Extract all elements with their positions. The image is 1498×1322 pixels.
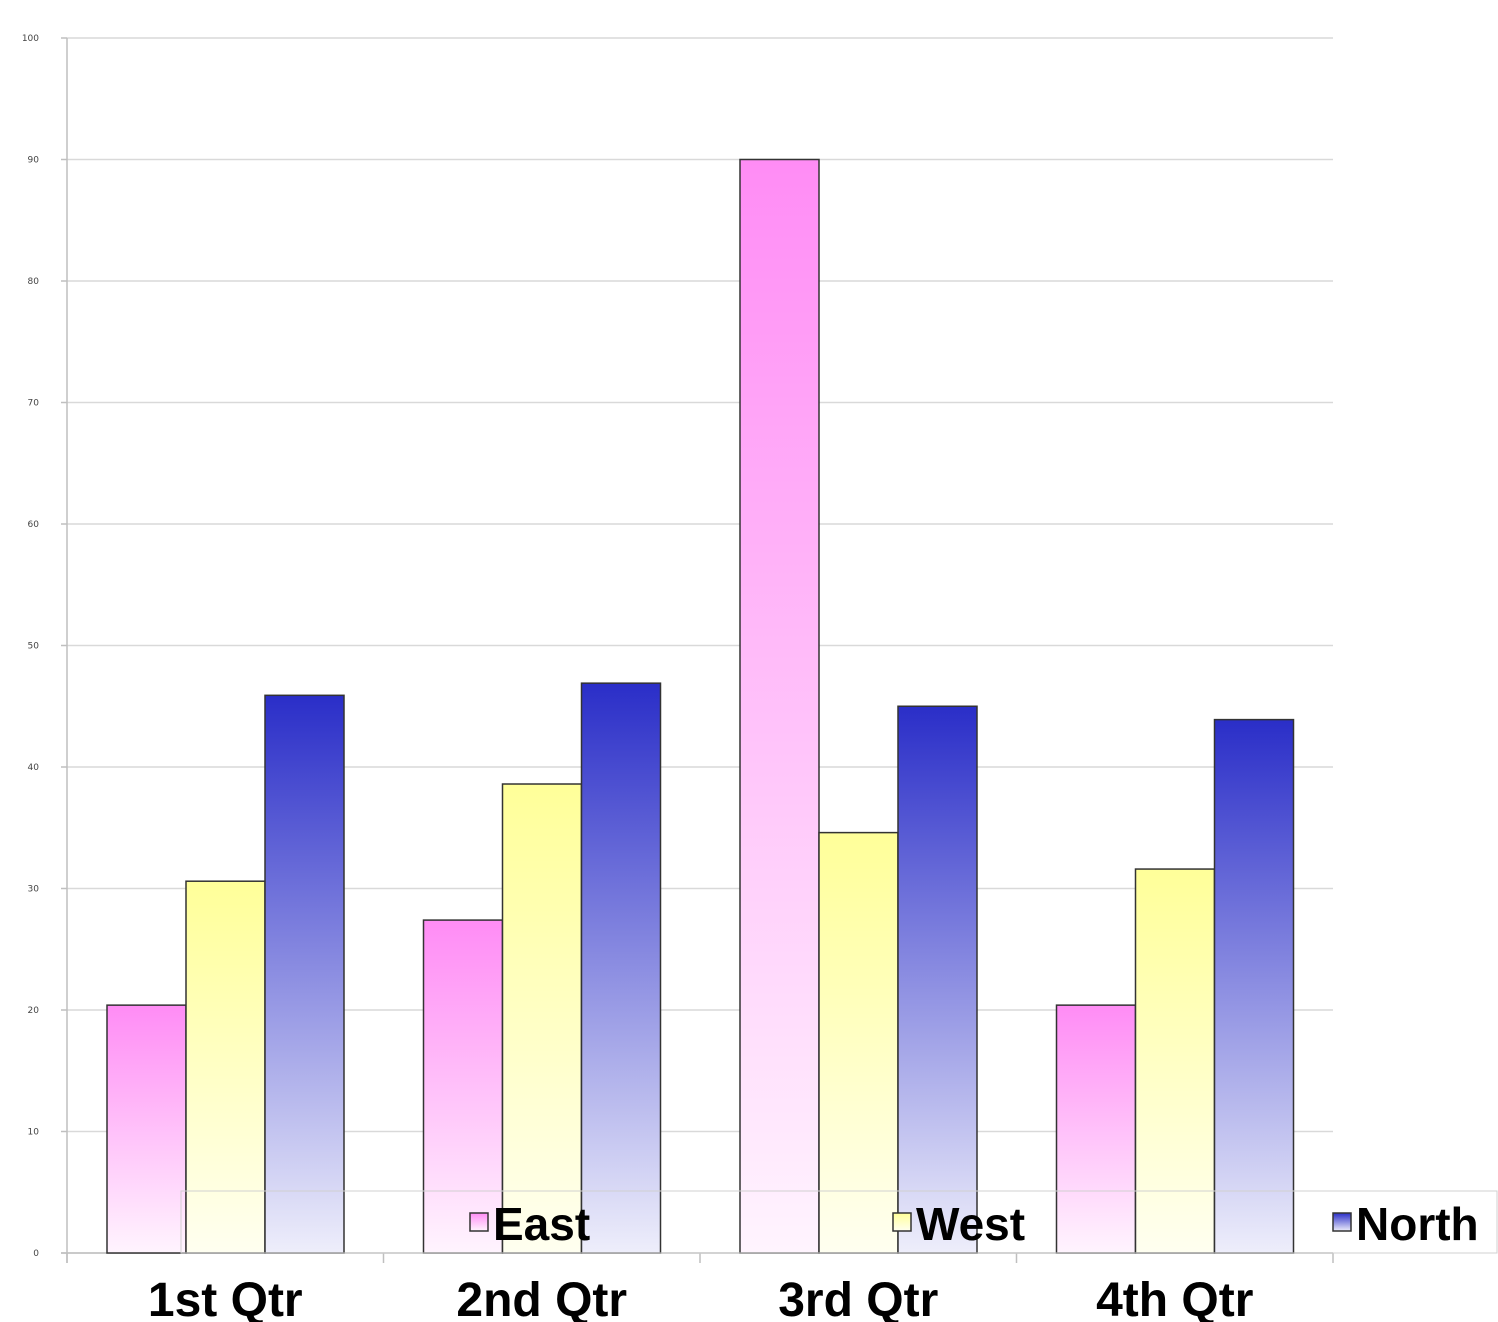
y-tick-label-80: 80 (28, 277, 40, 287)
bar-north-1 (264, 694, 345, 1254)
y-tick-labels: 0 10 20 30 40 50 60 70 80 90 100 (22, 34, 39, 1259)
x-tick-labels: 1st Qtr 2nd Qtr 3rd Qtr 4th Qtr (148, 1274, 1254, 1322)
x-tick-label-1: 1st Qtr (148, 1274, 303, 1322)
bars (106, 158, 1295, 1254)
bar-west-3 (818, 831, 899, 1254)
legend-label-east: East (493, 1198, 590, 1250)
bar-north-4 (1213, 718, 1295, 1254)
legend-label-north: North (1356, 1198, 1479, 1250)
y-tick-label-100: 100 (22, 34, 39, 44)
bar-north-2 (580, 682, 662, 1254)
bar-east-4 (1055, 1004, 1137, 1254)
legend-frame (180, 1190, 1498, 1254)
y-tick-label-30: 30 (28, 885, 40, 895)
legend-swatch-west (892, 1212, 912, 1232)
bar-east-2 (422, 919, 504, 1254)
y-tick-label-90: 90 (28, 156, 40, 166)
legend-swatch-north (1332, 1212, 1352, 1232)
y-tick-label-40: 40 (28, 763, 40, 773)
y-tick-label-50: 50 (28, 642, 40, 652)
y-tick-label-60: 60 (28, 520, 40, 530)
y-tick-label-0: 0 (33, 1249, 39, 1259)
bar-east-3 (739, 158, 820, 1254)
x-tick-label-3: 3rd Qtr (778, 1274, 938, 1322)
x-tick-label-2: 2nd Qtr (456, 1274, 627, 1322)
legend-swatch-east (469, 1212, 489, 1232)
legend-label-west: West (916, 1198, 1025, 1250)
y-tick-label-20: 20 (28, 1006, 40, 1016)
bar-east-1 (106, 1004, 187, 1254)
y-tick-label-70: 70 (28, 399, 40, 409)
x-tick-label-4: 4th Qtr (1096, 1274, 1253, 1322)
bar-west-4 (1134, 868, 1216, 1254)
bar-north-3 (897, 705, 978, 1254)
bar-west-1 (185, 880, 266, 1254)
legend: East West North (180, 1190, 1498, 1254)
bar-west-2 (501, 783, 583, 1254)
y-tick-label-10: 10 (28, 1128, 40, 1138)
